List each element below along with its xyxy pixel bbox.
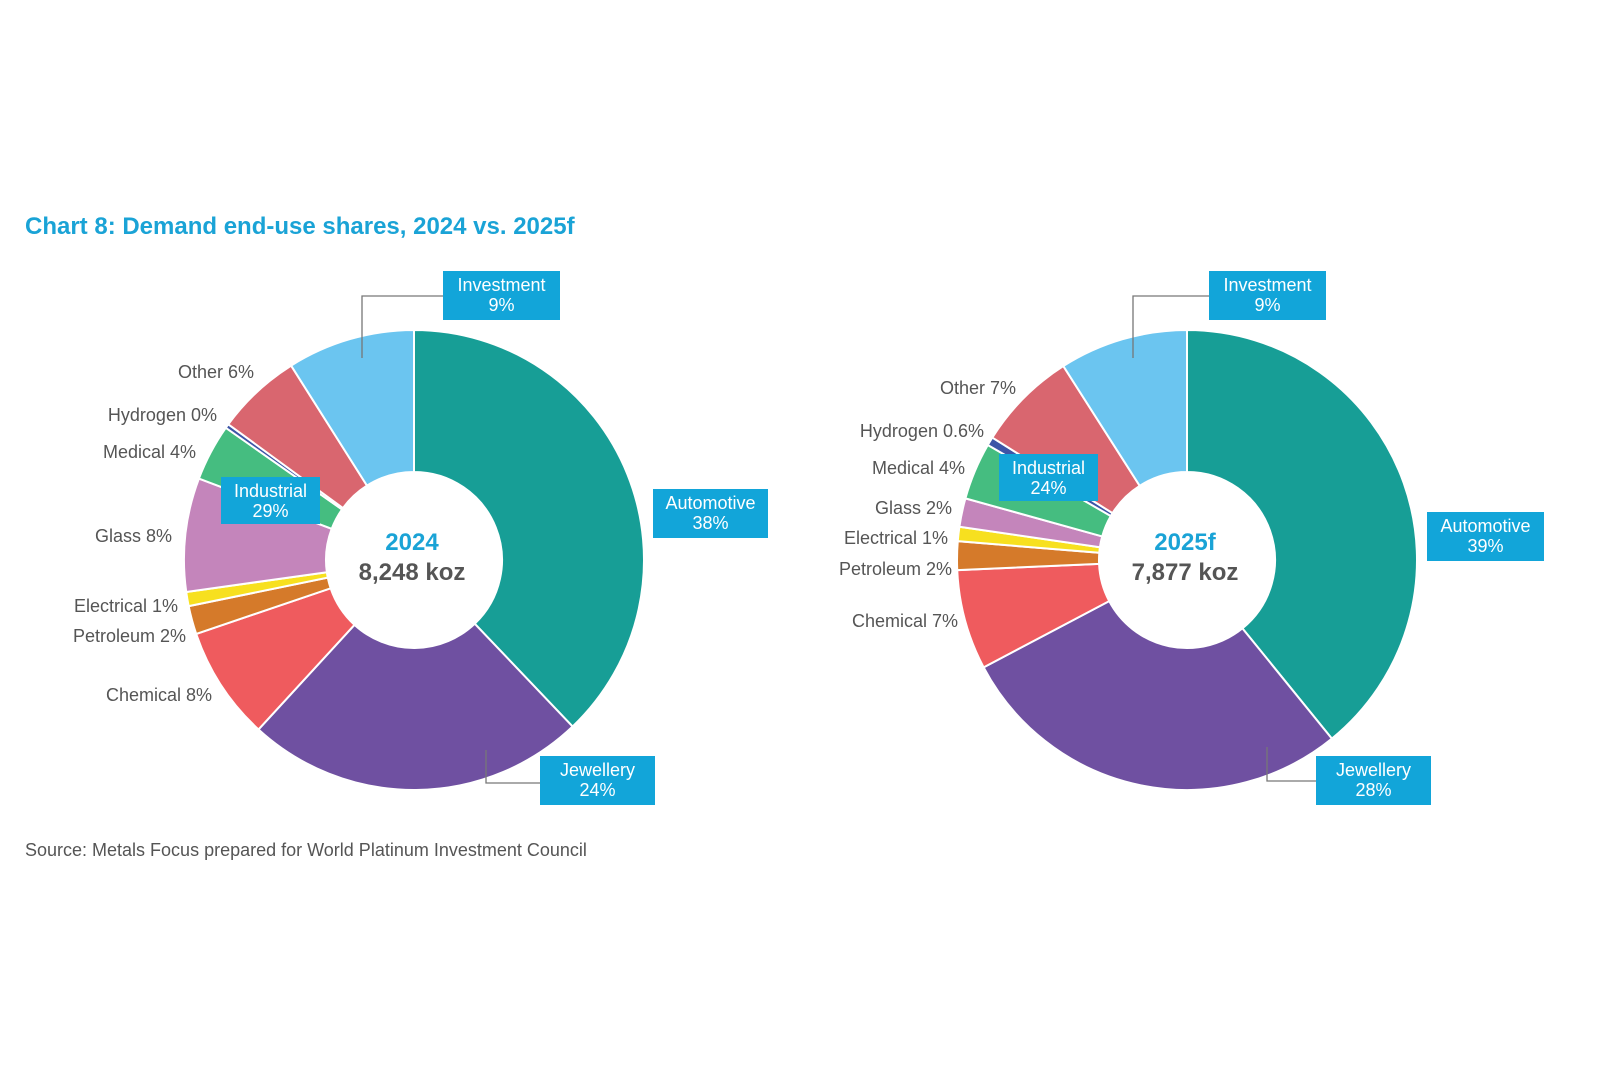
box-label-jewellery: Jewellery 24% [540,756,655,805]
box-label-text-automotive: Automotive 39% [1440,516,1530,556]
center-year-label: 2024 [385,529,439,556]
slice-label-other: Other 7% [940,378,1016,398]
box-label-text-industrial: Industrial 29% [234,481,307,521]
slice-label-chemical: Chemical 8% [106,685,212,705]
box-label-line: 38% [692,513,728,533]
slice-jewellery [257,622,575,791]
slice-automotive [1186,328,1418,741]
box-label-investment: Investment 9% [443,271,560,320]
box-label-line: Jewellery [1336,760,1411,780]
box-label-line: Industrial [234,481,307,501]
leader-line-investment [1132,295,1209,358]
box-label-bg-jewellery [540,756,655,805]
box-label-bg-automotive [653,489,768,538]
leader-line-jewellery [485,750,540,784]
box-label-line: Automotive [665,493,755,513]
box-label-text-automotive: Automotive 38% [665,493,755,533]
box-label-line: Investment [457,275,545,295]
slice-investment [1061,328,1188,488]
slice-investment [289,328,415,487]
box-label-line: 28% [1355,780,1391,800]
box-label-automotive: Automotive 38% [653,489,768,538]
slice-label-chemical: Chemical 7% [852,611,958,631]
center-year-label: 2025f [1154,529,1216,556]
box-label-investment: Investment 9% [1209,271,1326,320]
donut-2024: Other 6% Hydrogen 0% Medical 4% Glass 8% Ele… [73,271,768,805]
box-label-line: Industrial [1012,458,1085,478]
box-label-automotive: Automotive 39% [1427,512,1544,561]
slice-label-glass: Glass 8% [95,526,172,546]
box-label-bg-jewellery [1316,756,1431,805]
box-label-bg-investment [443,271,560,320]
slice-label-petroleum: Petroleum 2% [73,626,186,646]
box-label-industrial: Industrial 29% [221,477,320,524]
slice-label-other: Other 6% [178,362,254,382]
box-label-line: 9% [1254,295,1280,315]
box-label-line: 39% [1467,536,1503,556]
slice-jewellery [982,599,1334,791]
center-total-label: 7,877 koz [1132,559,1239,586]
box-label-line: Investment [1223,275,1311,295]
box-label-text-industrial: Industrial 24% [1012,458,1085,498]
box-label-text-investment: Investment 9% [1223,275,1311,315]
slice-label-medical: Medical 4% [103,442,196,462]
box-label-line: Jewellery [560,760,635,780]
box-label-jewellery: Jewellery 28% [1316,756,1431,805]
box-label-text-jewellery: Jewellery 28% [1336,760,1411,800]
box-label-bg-industrial [999,454,1098,501]
center-total-label: 8,248 koz [359,559,466,586]
box-label-line: 9% [488,295,514,315]
box-label-bg-automotive [1427,512,1544,561]
slice-label-glass: Glass 2% [875,498,952,518]
slice-label-electrical: Electrical 1% [74,596,178,616]
box-label-line: Automotive [1440,516,1530,536]
leader-line-investment [361,295,443,358]
box-label-bg-industrial [221,477,320,524]
slice-label-hydrogen: Hydrogen 0.6% [860,421,984,441]
box-label-text-jewellery: Jewellery 24% [560,760,635,800]
chart-title: Chart 8: Demand end-use shares, 2024 vs.… [25,213,575,240]
source-note: Source: Metals Focus prepared for World … [25,840,587,860]
box-label-text-investment: Investment 9% [457,275,545,315]
slice-label-medical: Medical 4% [872,458,965,478]
box-label-line: 24% [1030,478,1066,498]
leader-line-jewellery [1266,747,1316,782]
slice-label-electrical: Electrical 1% [844,528,948,548]
box-label-bg-investment [1209,271,1326,320]
slice-automotive [413,328,645,728]
box-label-industrial: Industrial 24% [999,454,1098,501]
slice-label-petroleum: Petroleum 2% [839,559,952,579]
box-label-line: 24% [579,780,615,800]
donut-2025f: Other 7% Hydrogen 0.6% Medical 4% Glass 2% E… [839,271,1544,805]
box-label-line: 29% [252,501,288,521]
slice-label-hydrogen: Hydrogen 0% [108,405,217,425]
